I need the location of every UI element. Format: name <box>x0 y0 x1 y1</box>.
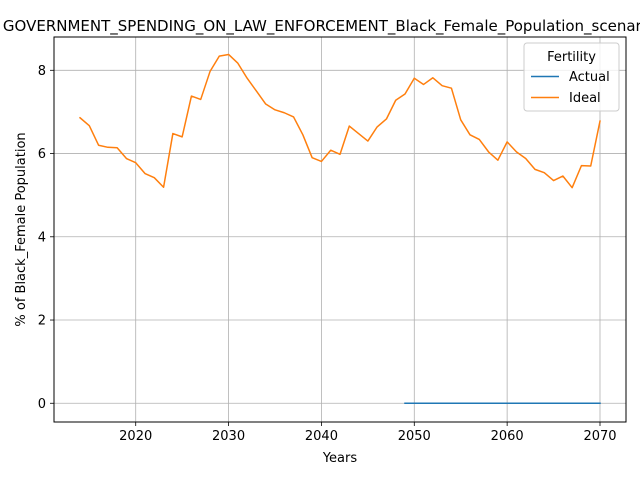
x-tick-label: 2060 <box>491 429 524 444</box>
y-tick-label: 6 <box>38 147 46 162</box>
chart-title: GOVERNMENT_SPENDING_ON_LAW_ENFORCEMENT_B… <box>3 17 640 36</box>
legend-label-actual: Actual <box>569 70 610 85</box>
x-tick-label: 2030 <box>212 429 245 444</box>
x-tick-label: 2070 <box>583 429 616 444</box>
legend-label-ideal: Ideal <box>569 91 601 106</box>
x-tick-label: 2050 <box>398 429 431 444</box>
series-lines <box>78 53 601 405</box>
legend-title: Fertility <box>547 50 596 65</box>
x-axis-label: Years <box>322 451 358 466</box>
y-tick-label: 2 <box>38 314 46 329</box>
series-line-ideal <box>78 53 601 189</box>
y-tick-label: 4 <box>38 230 46 245</box>
axis-ticks: 2020 2030 2040 2050 2060 2070 0 2 4 6 8 <box>38 64 617 444</box>
x-tick-label: 2040 <box>305 429 338 444</box>
x-tick-label: 2020 <box>119 429 152 444</box>
legend-box <box>523 42 620 112</box>
y-axis-label: % of Black_Female Population <box>14 132 29 326</box>
plot-frame <box>53 36 627 423</box>
y-tick-label: 0 <box>38 397 46 412</box>
y-tick-label: 8 <box>38 64 46 79</box>
legend: Fertility Actual Ideal <box>523 42 620 112</box>
